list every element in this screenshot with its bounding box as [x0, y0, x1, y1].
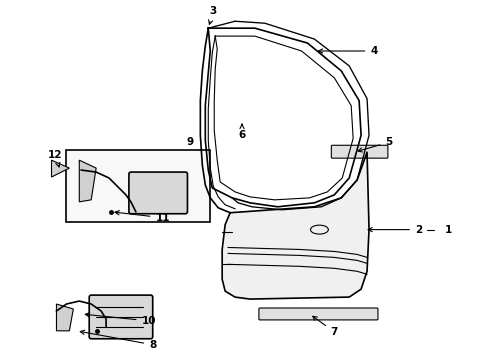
Bar	[66, 150, 210, 222]
Text: 1: 1	[445, 225, 452, 235]
Polygon shape	[56, 304, 74, 331]
Text: 3: 3	[209, 6, 217, 24]
FancyBboxPatch shape	[89, 295, 153, 339]
Text: 6: 6	[239, 124, 245, 140]
Polygon shape	[79, 160, 96, 202]
FancyBboxPatch shape	[129, 172, 188, 214]
Text: 10: 10	[85, 313, 156, 326]
FancyBboxPatch shape	[331, 145, 388, 158]
Text: 4: 4	[318, 46, 378, 56]
Text: 2: 2	[368, 225, 422, 235]
Text: 9: 9	[187, 137, 194, 147]
Text: 7: 7	[313, 316, 338, 337]
Text: 12: 12	[48, 150, 63, 167]
Polygon shape	[51, 160, 70, 177]
Text: 11: 11	[115, 211, 170, 223]
Polygon shape	[222, 152, 369, 299]
FancyBboxPatch shape	[259, 308, 378, 320]
Text: 5: 5	[358, 137, 392, 152]
Text: 8: 8	[80, 330, 156, 350]
